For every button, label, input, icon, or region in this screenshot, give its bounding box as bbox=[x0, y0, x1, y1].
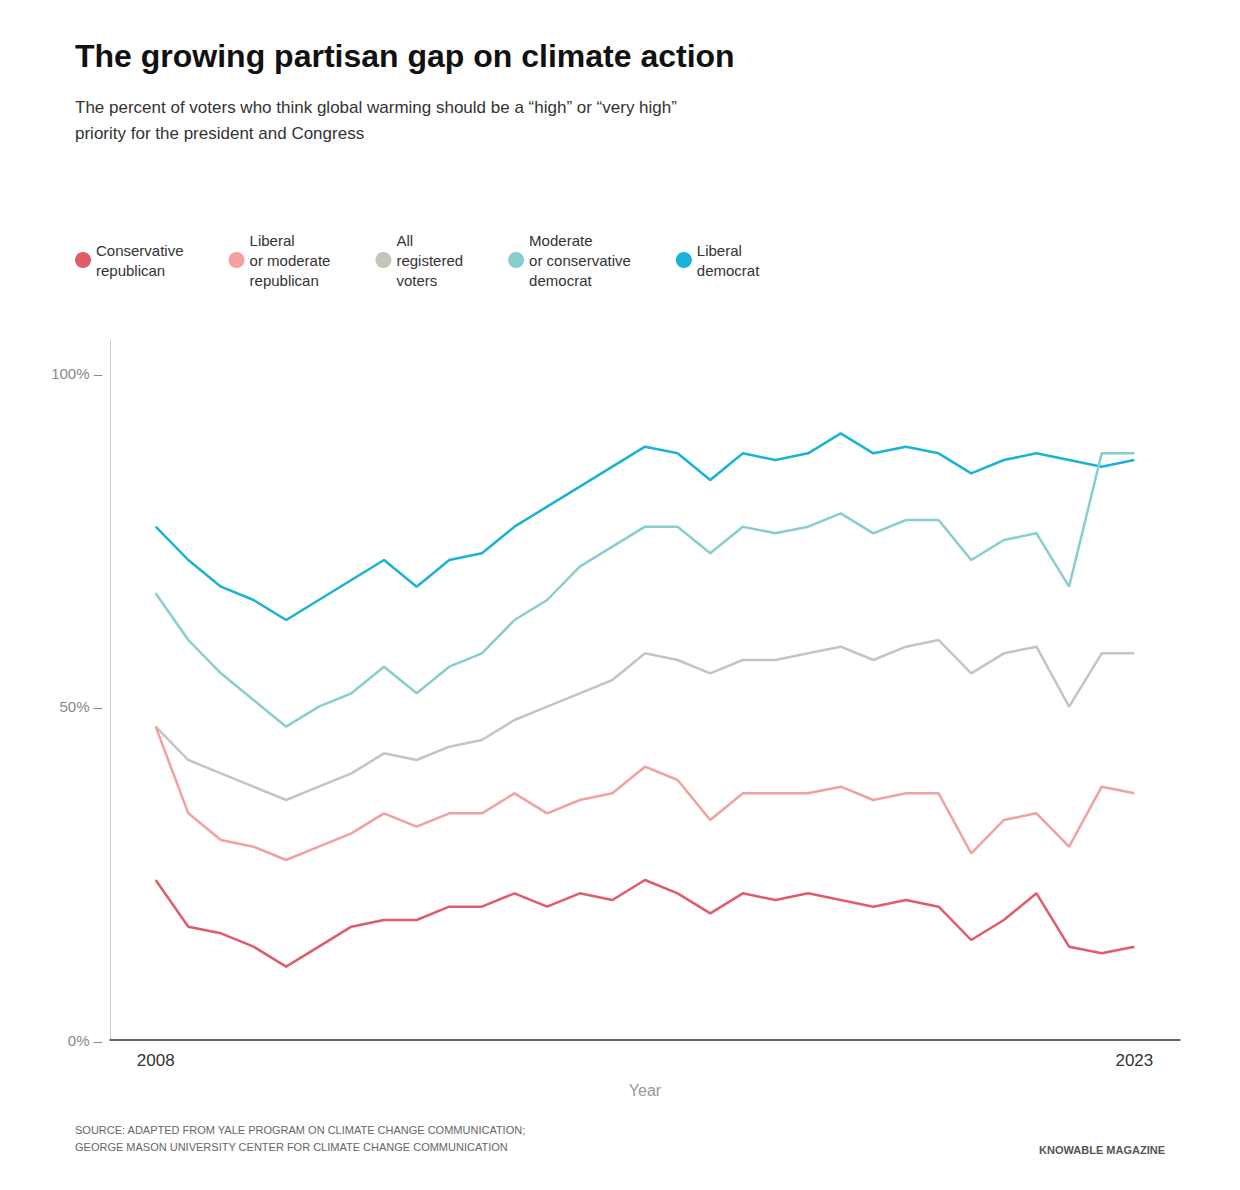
svg-text:The percent of voters who thin: The percent of voters who think global w… bbox=[75, 98, 677, 117]
svg-text:voters: voters bbox=[396, 272, 437, 289]
svg-text:50% –: 50% – bbox=[59, 698, 102, 715]
svg-text:GEORGE MASON UNIVERSITY CENTER: GEORGE MASON UNIVERSITY CENTER FOR CLIMA… bbox=[75, 1141, 508, 1153]
svg-text:0% –: 0% – bbox=[68, 1032, 103, 1049]
svg-text:democrat: democrat bbox=[697, 262, 760, 279]
svg-text:SOURCE: ADAPTED FROM YALE PROG: SOURCE: ADAPTED FROM YALE PROGRAM ON CLI… bbox=[75, 1124, 525, 1136]
svg-text:Year: Year bbox=[629, 1082, 662, 1099]
svg-text:Moderate: Moderate bbox=[529, 232, 592, 249]
svg-text:priority for the president and: priority for the president and Congress bbox=[75, 124, 364, 143]
svg-text:The growing partisan gap on cl: The growing partisan gap on climate acti… bbox=[75, 38, 735, 74]
svg-text:or conservative: or conservative bbox=[529, 252, 631, 269]
svg-text:republican: republican bbox=[96, 262, 165, 279]
svg-text:All: All bbox=[396, 232, 413, 249]
svg-text:registered: registered bbox=[396, 252, 463, 269]
svg-text:republican: republican bbox=[250, 272, 319, 289]
svg-text:2008: 2008 bbox=[137, 1051, 175, 1070]
svg-text:KNOWABLE MAGAZINE: KNOWABLE MAGAZINE bbox=[1039, 1144, 1165, 1156]
svg-text:democrat: democrat bbox=[529, 272, 592, 289]
svg-text:100% –: 100% – bbox=[51, 365, 103, 382]
svg-text:2023: 2023 bbox=[1115, 1051, 1153, 1070]
svg-text:Liberal: Liberal bbox=[697, 242, 742, 259]
svg-text:or moderate: or moderate bbox=[250, 252, 331, 269]
svg-text:Conservative: Conservative bbox=[96, 242, 184, 259]
svg-text:Liberal: Liberal bbox=[250, 232, 295, 249]
